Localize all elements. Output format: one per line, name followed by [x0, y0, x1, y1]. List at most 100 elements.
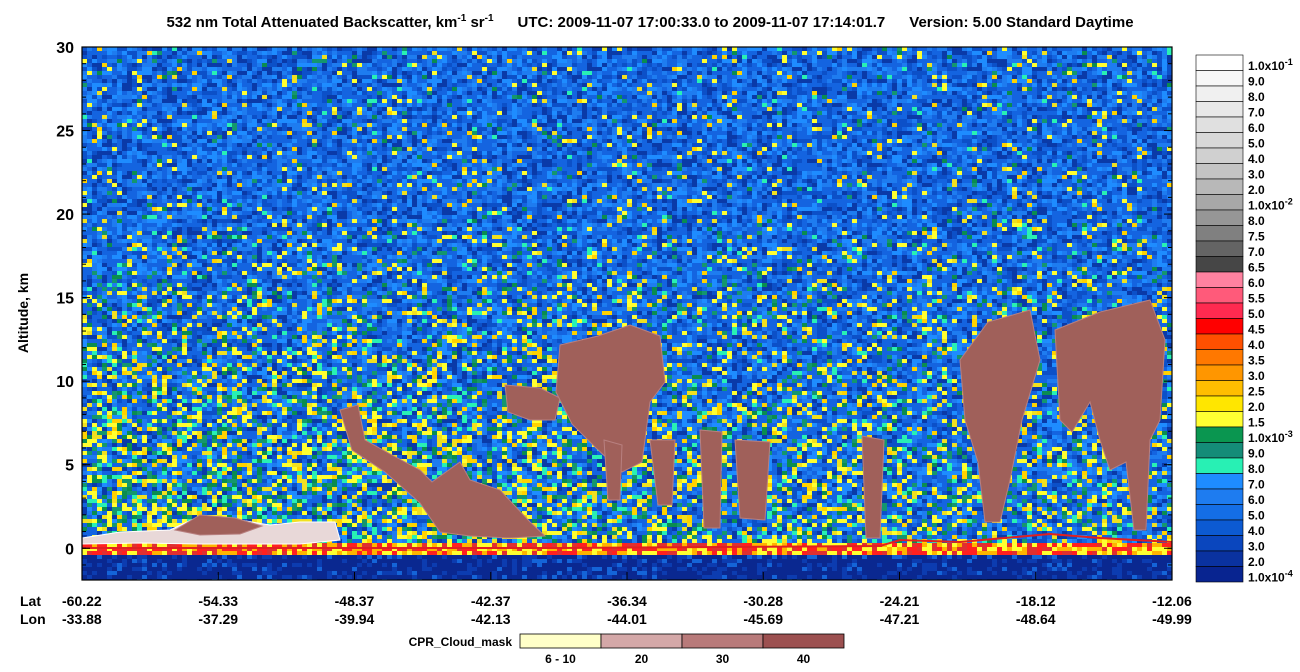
backscatter-cell: [502, 119, 507, 123]
backscatter-cell: [517, 127, 522, 131]
backscatter-cell: [182, 119, 187, 123]
backscatter-cell: [867, 59, 872, 63]
backscatter-cell: [877, 135, 882, 139]
backscatter-cell: [1052, 79, 1057, 83]
backscatter-cell: [632, 91, 637, 95]
backscatter-cell: [362, 111, 367, 115]
backscatter-cell: [467, 59, 472, 63]
backscatter-cell: [562, 83, 567, 87]
backscatter-cell: [1142, 127, 1147, 131]
backscatter-cell: [412, 55, 417, 59]
backscatter-cell: [267, 91, 272, 95]
backscatter-cell: [322, 67, 327, 71]
backscatter-cell: [807, 95, 812, 99]
backscatter-cell: [452, 111, 457, 115]
backscatter-cell: [862, 123, 867, 127]
backscatter-cell: [692, 99, 697, 103]
backscatter-cell: [162, 99, 167, 103]
backscatter-cell: [477, 71, 482, 75]
backscatter-cell: [722, 123, 727, 127]
backscatter-cell: [837, 107, 842, 111]
backscatter-cell: [162, 115, 167, 119]
backscatter-cell: [482, 87, 487, 91]
backscatter-cell: [117, 55, 122, 59]
backscatter-cell: [137, 79, 142, 83]
backscatter-cell: [202, 107, 207, 111]
backscatter-cell: [977, 51, 982, 55]
backscatter-cell: [1002, 123, 1007, 127]
backscatter-cell: [1147, 127, 1152, 131]
backscatter-cell: [952, 63, 957, 67]
backscatter-cell: [767, 91, 772, 95]
backscatter-cell: [927, 103, 932, 107]
backscatter-cell: [132, 87, 137, 91]
backscatter-cell: [742, 91, 747, 95]
backscatter-cell: [562, 95, 567, 99]
backscatter-cell: [172, 67, 177, 71]
backscatter-cell: [422, 55, 427, 59]
backscatter-cell: [337, 63, 342, 67]
backscatter-cell: [992, 115, 997, 119]
backscatter-cell: [722, 95, 727, 99]
backscatter-cell: [297, 111, 302, 115]
backscatter-cell: [1112, 91, 1117, 95]
backscatter-cell: [302, 111, 307, 115]
backscatter-cell: [982, 95, 987, 99]
backscatter-cell: [732, 99, 737, 103]
backscatter-cell: [347, 67, 352, 71]
backscatter-cell: [502, 79, 507, 83]
backscatter-cell: [192, 111, 197, 115]
backscatter-cell: [972, 123, 977, 127]
backscatter-cell: [1157, 107, 1162, 111]
backscatter-cell: [1047, 75, 1052, 79]
backscatter-cell: [647, 55, 652, 59]
backscatter-cell: [917, 107, 922, 111]
backscatter-cell: [912, 75, 917, 79]
backscatter-cell: [222, 95, 227, 99]
backscatter-cell: [532, 63, 537, 67]
backscatter-cell: [137, 123, 142, 127]
backscatter-cell: [742, 59, 747, 63]
backscatter-cell: [612, 95, 617, 99]
backscatter-cell: [1162, 83, 1167, 87]
backscatter-cell: [97, 67, 102, 71]
backscatter-cell: [352, 63, 357, 67]
backscatter-cell: [832, 95, 837, 99]
backscatter-cell: [662, 115, 667, 119]
backscatter-cell: [572, 55, 577, 59]
backscatter-cell: [782, 95, 787, 99]
backscatter-cell: [807, 135, 812, 139]
backscatter-cell: [1142, 51, 1147, 55]
backscatter-cell: [922, 111, 927, 115]
backscatter-cell: [187, 71, 192, 75]
backscatter-cell: [917, 55, 922, 59]
backscatter-cell: [1052, 71, 1057, 75]
backscatter-cell: [552, 87, 557, 91]
backscatter-cell: [927, 123, 932, 127]
backscatter-cell: [1142, 119, 1147, 123]
backscatter-cell: [82, 119, 87, 123]
backscatter-cell: [717, 63, 722, 67]
backscatter-cell: [1157, 103, 1162, 107]
backscatter-cell: [867, 123, 872, 127]
backscatter-cell: [862, 95, 867, 99]
backscatter-cell: [1137, 103, 1142, 107]
backscatter-cell: [152, 67, 157, 71]
backscatter-cell: [212, 91, 217, 95]
backscatter-cell: [1082, 115, 1087, 119]
backscatter-cell: [112, 87, 117, 91]
backscatter-cell: [892, 131, 897, 135]
backscatter-cell: [402, 111, 407, 115]
backscatter-cell: [297, 87, 302, 91]
backscatter-cell: [877, 131, 882, 135]
backscatter-cell: [397, 123, 402, 127]
backscatter-cell: [192, 103, 197, 107]
backscatter-cell: [377, 135, 382, 139]
backscatter-cell: [542, 127, 547, 131]
backscatter-cell: [417, 115, 422, 119]
backscatter-cell: [827, 111, 832, 115]
backscatter-cell: [87, 95, 92, 99]
backscatter-cell: [97, 71, 102, 75]
backscatter-cell: [737, 127, 742, 131]
backscatter-cell: [1107, 71, 1112, 75]
